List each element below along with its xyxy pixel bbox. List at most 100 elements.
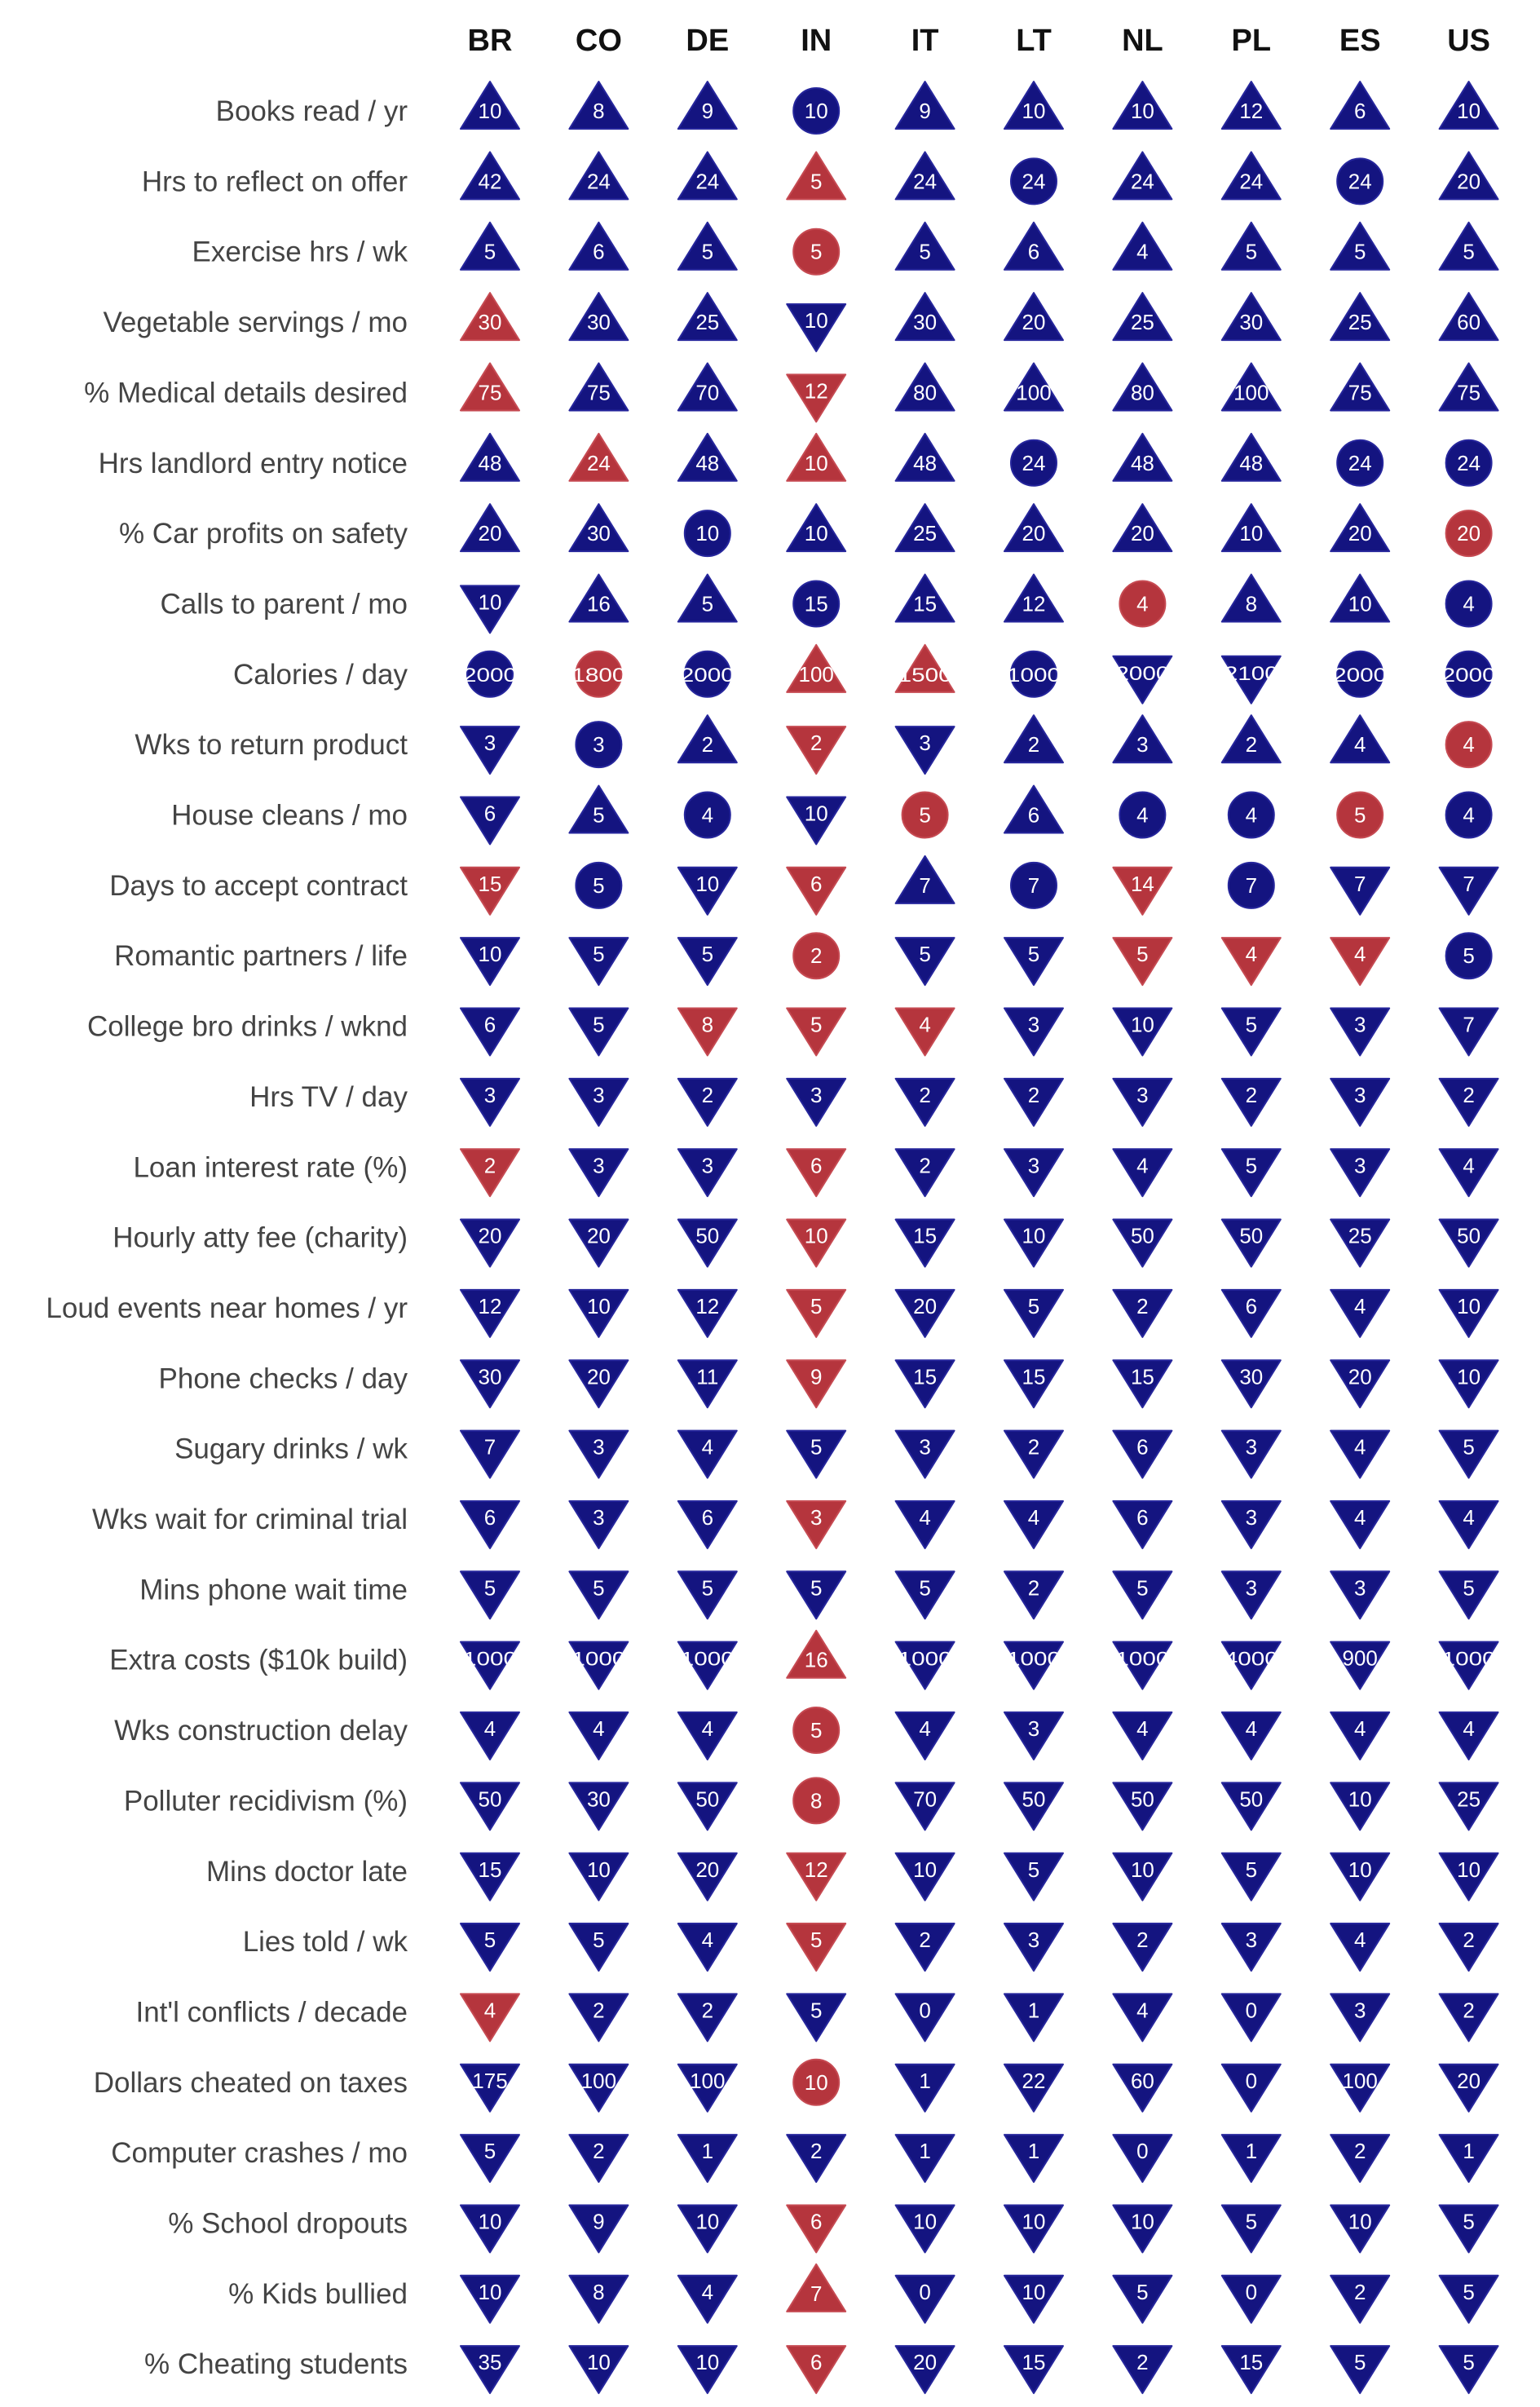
cell-value: 10: [1131, 99, 1154, 123]
cell-nl: 10: [1112, 81, 1173, 130]
cell-value: 30: [913, 310, 937, 334]
row-label: Mins doctor late: [206, 1856, 408, 1888]
cell-value: 5: [1136, 1575, 1148, 1600]
column-header-us: US: [1447, 24, 1490, 58]
cell-value: 0: [1246, 1998, 1257, 2022]
blue-triangle-up-marker: [1112, 292, 1173, 342]
cell-br: 5: [460, 1923, 520, 1972]
blue-triangle-down-marker: [894, 937, 955, 987]
blue-triangle-down-marker: [1112, 2063, 1173, 2113]
cell-pl: 48: [1220, 432, 1282, 482]
blue-triangle-down-marker: [1112, 2274, 1173, 2324]
blue-circle-marker: [1010, 650, 1057, 698]
cell-pl: 3: [1220, 1429, 1282, 1479]
red-circle-marker: [575, 650, 623, 698]
cell-value: 24: [1348, 169, 1372, 193]
cell-value: 10: [587, 2350, 611, 2374]
cell-value: 12: [695, 1294, 719, 1318]
blue-triangle-up-marker: [894, 432, 955, 482]
cell-value: 15: [1131, 1364, 1154, 1389]
blue-circle-marker: [792, 87, 841, 135]
cell-value: 7: [484, 1435, 496, 1460]
cell-value: 4: [1028, 1505, 1039, 1530]
cell-value: 10: [1131, 1013, 1154, 1037]
blue-triangle-up-marker: [568, 81, 629, 130]
blue-triangle-down-marker: [460, 937, 520, 987]
blue-triangle-up-marker: [568, 221, 629, 271]
cell-pl: 5: [1220, 221, 1282, 271]
cell-it: 48: [894, 432, 955, 482]
row-label: % Medical details desired: [84, 377, 408, 409]
cell-nl: 4: [1112, 1711, 1173, 1761]
cell-de: 4: [677, 1711, 738, 1761]
blue-triangle-up-marker: [568, 292, 629, 342]
blue-triangle-down-marker: [1438, 866, 1499, 916]
cell-value: 24: [1239, 169, 1263, 193]
cell-lt: 5: [1004, 1288, 1064, 1338]
cell-es: 2: [1330, 2274, 1391, 2324]
cell-co: 1000: [568, 1641, 629, 1690]
blue-triangle-down-marker: [1112, 1993, 1173, 2043]
cell-value: 10: [805, 521, 828, 545]
cell-value: 9: [593, 2210, 604, 2234]
cell-value: 1: [1463, 2139, 1474, 2163]
cell-value: 15: [1239, 2350, 1263, 2374]
blue-triangle-down-marker: [1438, 1993, 1499, 2043]
blue-triangle-up-marker: [1004, 81, 1064, 130]
cell-value: 8: [593, 99, 604, 123]
cell-de: 4: [677, 2274, 738, 2324]
blue-triangle-down-marker: [1330, 1429, 1391, 1479]
column-header-pl: PL: [1232, 24, 1272, 58]
cell-value: 5: [919, 240, 930, 264]
cell-value: 30: [479, 1364, 502, 1389]
cell-value: 2: [702, 732, 713, 757]
cell-de: 4: [677, 1429, 738, 1479]
cell-value: 6: [1136, 1505, 1148, 1530]
cell-value: 24: [1131, 169, 1154, 193]
cell-value: 6: [484, 802, 496, 826]
cell-value: 1000: [1007, 1649, 1061, 1671]
cell-value: 4: [702, 803, 713, 828]
cell-value: 100: [581, 2069, 616, 2093]
blue-triangle-down-marker: [1112, 1711, 1173, 1761]
cell-es: 25: [1330, 292, 1391, 342]
blue-triangle-down-marker: [460, 2345, 520, 2395]
cell-value: 5: [1136, 2280, 1148, 2304]
blue-circle-marker: [466, 650, 514, 698]
blue-triangle-down-marker: [1112, 1359, 1173, 1409]
cell-value: 7: [1354, 872, 1366, 896]
blue-triangle-down-marker: [786, 1993, 847, 2043]
blue-triangle-down-marker: [1438, 1782, 1499, 1831]
blue-triangle-down-marker: [1220, 1782, 1282, 1831]
cell-co: 10: [568, 1852, 629, 1901]
blue-triangle-down-marker: [1004, 2345, 1064, 2395]
cell-value: 50: [479, 1786, 502, 1811]
cell-us: 4: [1445, 721, 1493, 769]
blue-triangle-down-marker: [1112, 1641, 1173, 1690]
cell-value: 2: [702, 1083, 713, 1107]
cell-value: 3: [810, 1083, 822, 1107]
cell-value: 20: [1457, 2069, 1480, 2093]
blue-triangle-down-marker: [677, 1148, 738, 1198]
blue-triangle-down-marker: [894, 1923, 955, 1972]
blue-triangle-up-marker: [894, 81, 955, 130]
cell-value: 50: [1131, 1786, 1154, 1811]
cell-value: 2: [1136, 2350, 1148, 2374]
blue-triangle-down-marker: [568, 1499, 629, 1549]
blue-triangle-down-marker: [677, 1218, 738, 1268]
cell-value: 4: [1463, 591, 1474, 616]
blue-triangle-down-marker: [460, 1641, 520, 1690]
cell-br: 15: [460, 866, 520, 916]
cell-value: 6: [484, 1013, 496, 1037]
cell-it: 0: [894, 1993, 955, 2043]
cell-value: 10: [587, 1857, 611, 1882]
cell-us: 5: [1438, 2204, 1499, 2254]
blue-triangle-down-marker: [1330, 1923, 1391, 1972]
cell-value: 20: [1131, 521, 1154, 545]
cell-value: 20: [1022, 310, 1046, 334]
cell-br: 4: [460, 1711, 520, 1761]
blue-triangle-up-marker: [1330, 362, 1391, 412]
cell-lt: 15: [1004, 2345, 1064, 2395]
blue-triangle-down-marker: [894, 1993, 955, 2043]
cell-es: 10: [1330, 1852, 1391, 1901]
